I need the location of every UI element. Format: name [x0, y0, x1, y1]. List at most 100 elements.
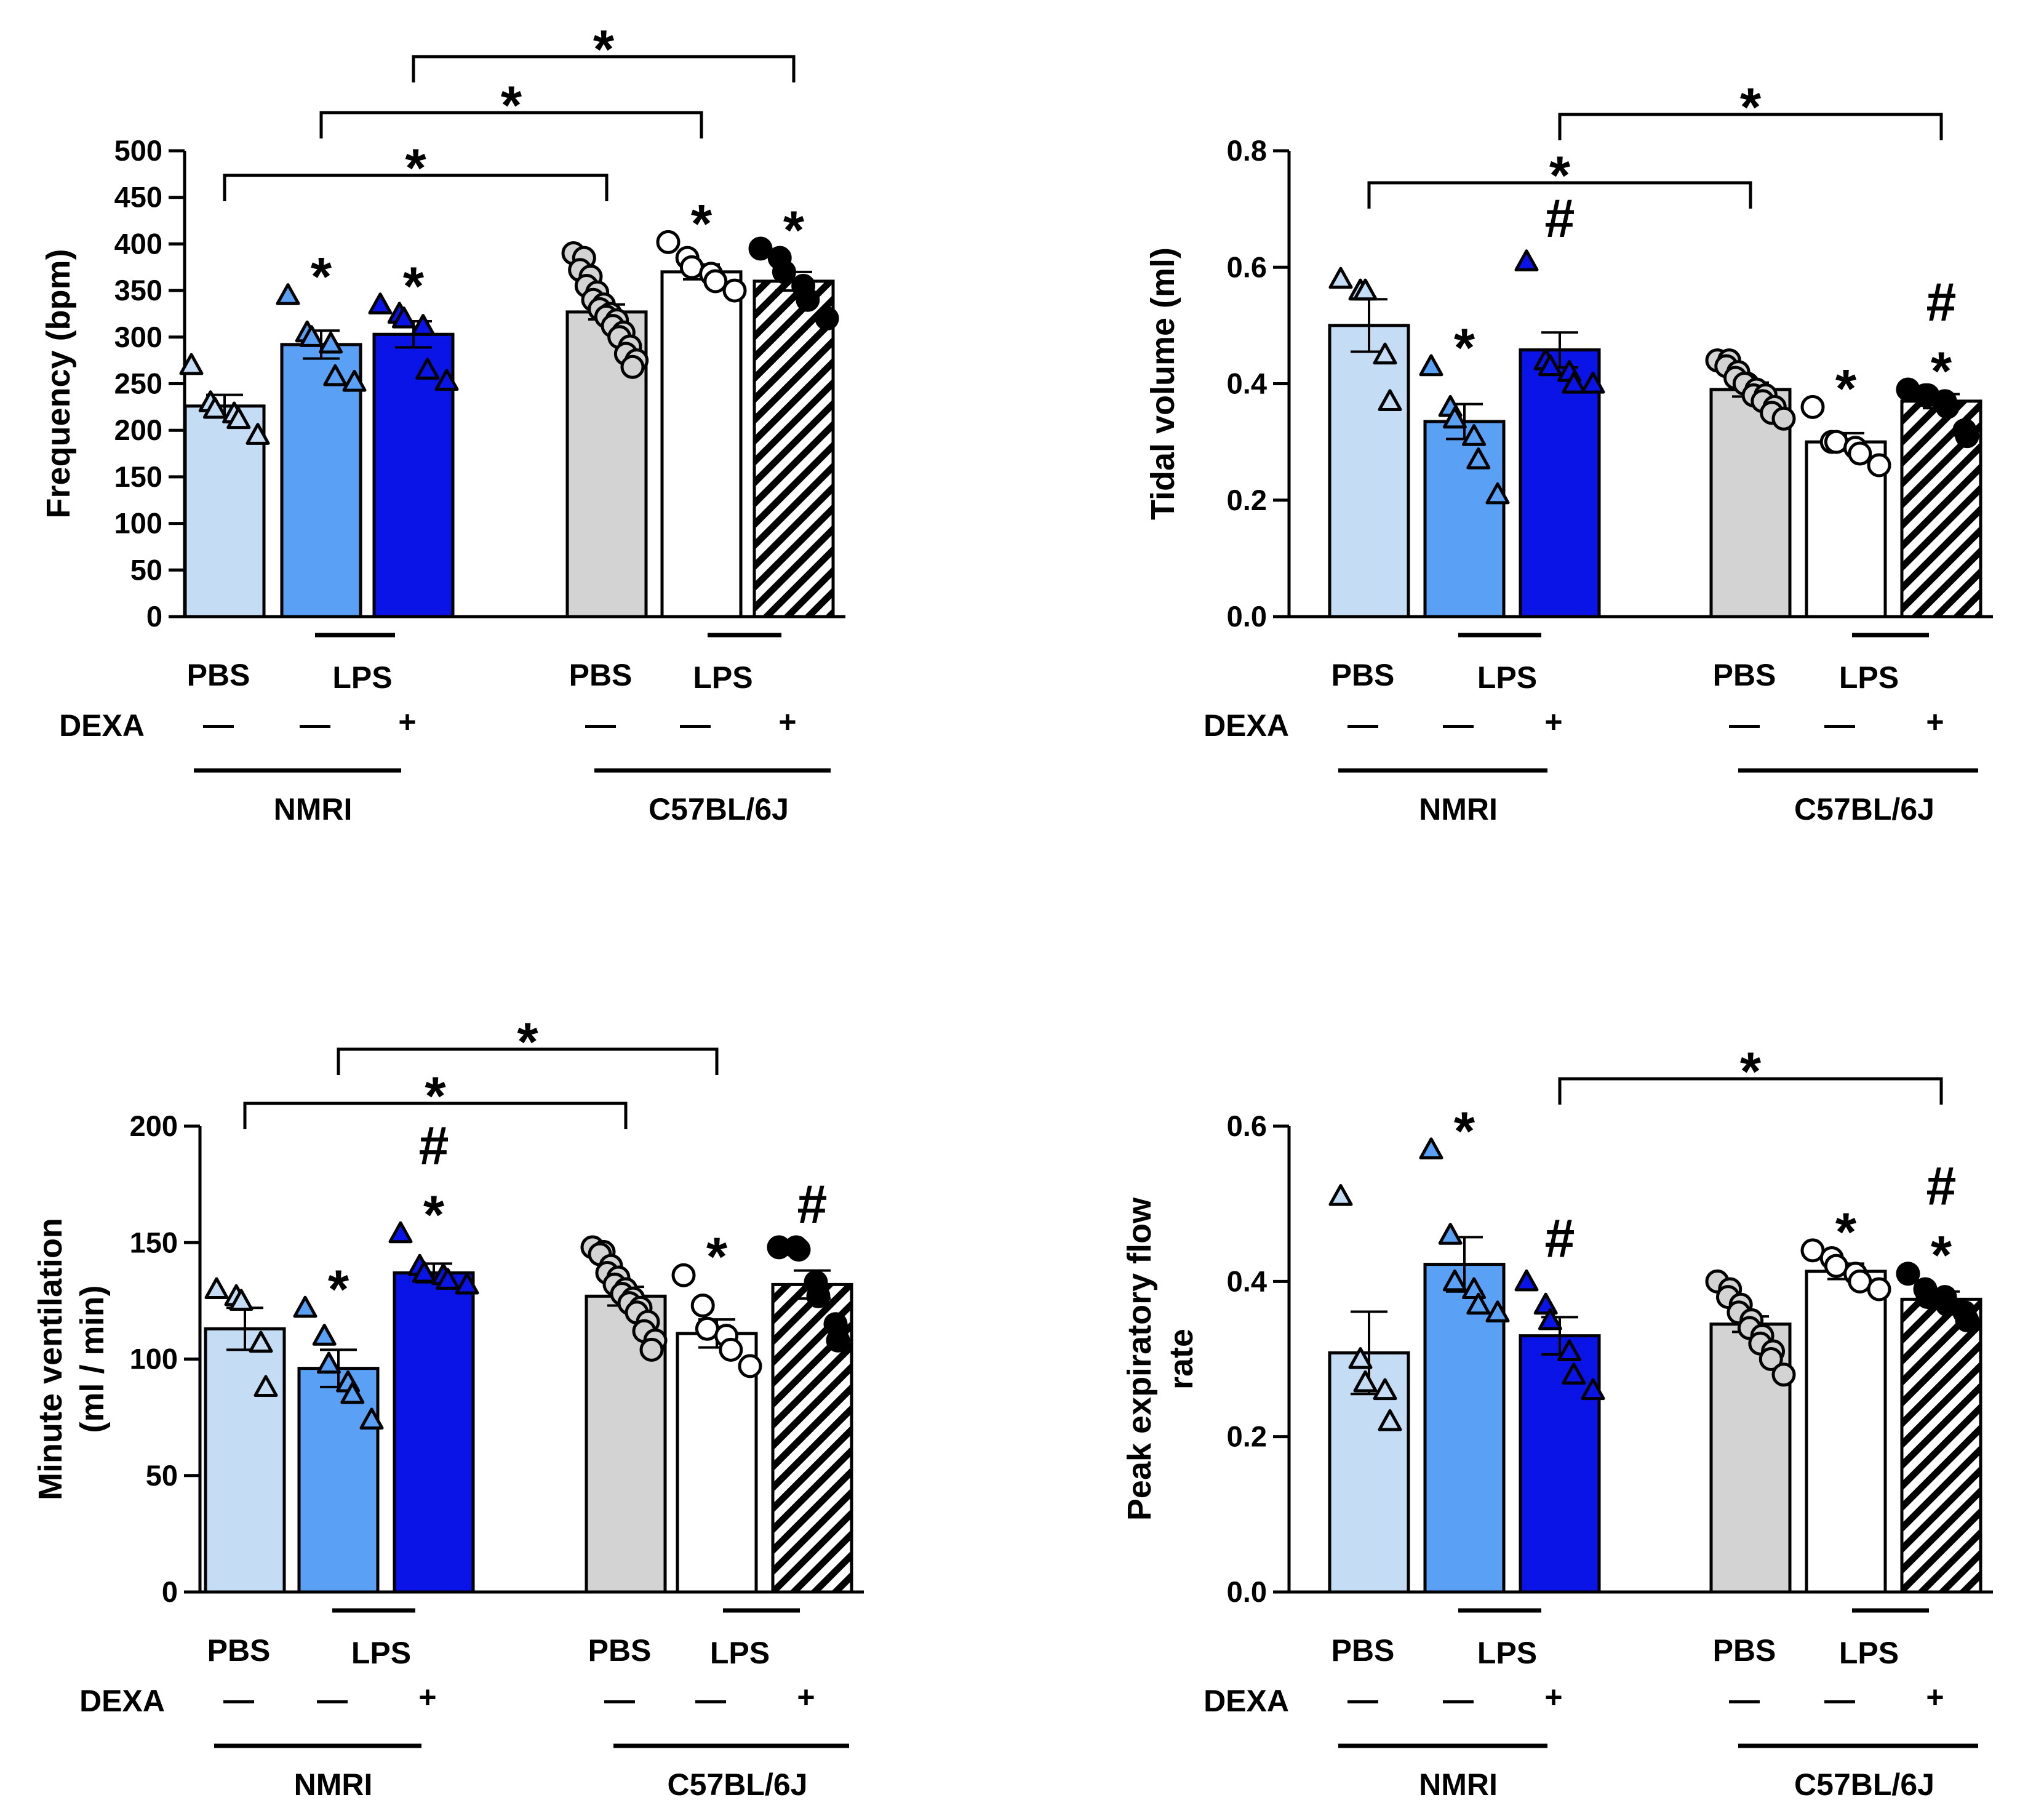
bar-2 [1423, 420, 1506, 618]
y-axis-title-line: rate [1163, 1329, 1200, 1390]
data-point [639, 1337, 664, 1362]
y-tick-label: 100 [114, 507, 162, 540]
data-point [1485, 1300, 1510, 1322]
significance-mark: * [311, 246, 332, 307]
dexa-mark: — [680, 707, 711, 742]
data-point [226, 407, 251, 430]
data-point [316, 1351, 341, 1374]
data-point [1378, 1409, 1402, 1431]
data-point [312, 1324, 337, 1346]
data-point [620, 354, 645, 379]
bar-6 [753, 279, 835, 618]
y-axis-title-line: Tidal volume (ml) [1144, 247, 1181, 520]
data-point [368, 292, 393, 314]
data-point [738, 1354, 762, 1378]
significance-bracket [223, 174, 609, 201]
bar-1 [204, 1327, 286, 1594]
label-pbs: PBS [1331, 658, 1395, 692]
label-pbs: PBS [207, 1633, 271, 1668]
panel-minute-ventilation: 0 50 100 150 200 Minute ventilation (ml / min)… [32, 1011, 864, 1802]
data-point [671, 1263, 696, 1287]
y-tick-label: 400 [114, 227, 162, 260]
dexa-mark: + [418, 1680, 436, 1714]
panel-peak-expiratory-flow: 0.0 0.2 0.4 0.6 Peak expiratory flow rate * # * *… [1121, 1041, 1993, 1802]
y-tick-label: 50 [146, 1459, 178, 1492]
bracket-star: * [1740, 76, 1762, 137]
significance-mark: # [1926, 271, 1957, 332]
data-point [1514, 1269, 1539, 1292]
data-point [434, 369, 459, 391]
data-point [1328, 266, 1353, 289]
y-tick-label: 200 [130, 1110, 178, 1142]
data-point [1581, 1378, 1605, 1401]
dexa-mark: — [203, 707, 234, 742]
data-point [388, 1221, 413, 1244]
significance-mark: # [419, 1115, 449, 1176]
data-point [412, 1260, 436, 1283]
data-point [1848, 441, 1872, 466]
bracket-star: * [425, 1065, 446, 1126]
bracket-star: * [501, 74, 522, 135]
label-pbs: PBS [1713, 658, 1776, 692]
data-point [786, 1238, 811, 1262]
label-strain-c57: C57BL/6J [649, 792, 789, 826]
data-point [359, 1407, 384, 1430]
significance-mark: * [783, 199, 805, 260]
significance-bracket [337, 1047, 719, 1075]
significance-mark: # [1545, 1207, 1575, 1268]
label-pbs: PBS [1331, 1633, 1395, 1668]
bracket-star: * [1740, 1041, 1762, 1102]
y-tick-label: 0.4 [1227, 367, 1267, 400]
label-lps: LPS [1839, 660, 1899, 695]
dexa-mark: — [1824, 1682, 1855, 1717]
dexa-mark: + [1544, 705, 1562, 739]
panel-frequency: 0 50 100 150 200 250 300 350 400 450 500 Frequency … [40, 18, 845, 826]
dexa-mark: — [1347, 707, 1378, 742]
bracket-star: * [405, 137, 426, 198]
data-point [246, 423, 270, 445]
data-point [806, 1284, 831, 1308]
dexa-mark: — [1443, 707, 1474, 742]
data-point [1353, 1370, 1378, 1393]
data-point [703, 269, 728, 294]
y-tick-label: 0.0 [1227, 600, 1267, 633]
data-point [1771, 406, 1796, 431]
dexa-mark: — [1347, 1682, 1378, 1717]
significance-mark: * [1454, 1100, 1475, 1161]
significance-mark: # [1545, 188, 1575, 249]
label-pbs: PBS [569, 658, 633, 692]
y-axis-title-line: Frequency (bpm) [40, 249, 77, 518]
bar-5 [1805, 1270, 1887, 1594]
y-axis-title: Minute ventilation (ml / min) [32, 1218, 111, 1500]
data-point [1485, 482, 1510, 505]
data-point [690, 1293, 715, 1318]
data-point [1538, 1308, 1562, 1330]
y-tick-label: 0.2 [1227, 1420, 1267, 1453]
dexa-mark: + [1926, 705, 1944, 739]
dexa-mark: — [1729, 707, 1760, 742]
data-point [254, 1375, 278, 1398]
data-point [1442, 406, 1467, 429]
significance-bracket [412, 55, 796, 82]
data-point [722, 278, 747, 303]
significance-mark: * [423, 1184, 445, 1245]
data-point [748, 236, 773, 261]
significance-mark: * [1835, 1201, 1857, 1262]
data-point [1514, 249, 1539, 271]
bar-3 [1519, 1334, 1601, 1594]
data-point [1562, 1362, 1586, 1385]
data-point [1896, 1262, 1920, 1286]
data-point [323, 364, 348, 386]
label-lps: LPS [1839, 1636, 1899, 1670]
label-pbs: PBS [187, 658, 250, 692]
label-pbs: PBS [1713, 1633, 1776, 1668]
data-point [656, 230, 681, 254]
y-tick-label: 250 [114, 367, 162, 400]
bar-3 [372, 332, 455, 618]
dexa-mark: + [797, 1680, 815, 1714]
label-lps: LPS [710, 1636, 770, 1670]
data-point [229, 1289, 254, 1311]
y-tick-label: 0.6 [1227, 1110, 1267, 1142]
bar-5 [676, 1332, 758, 1594]
